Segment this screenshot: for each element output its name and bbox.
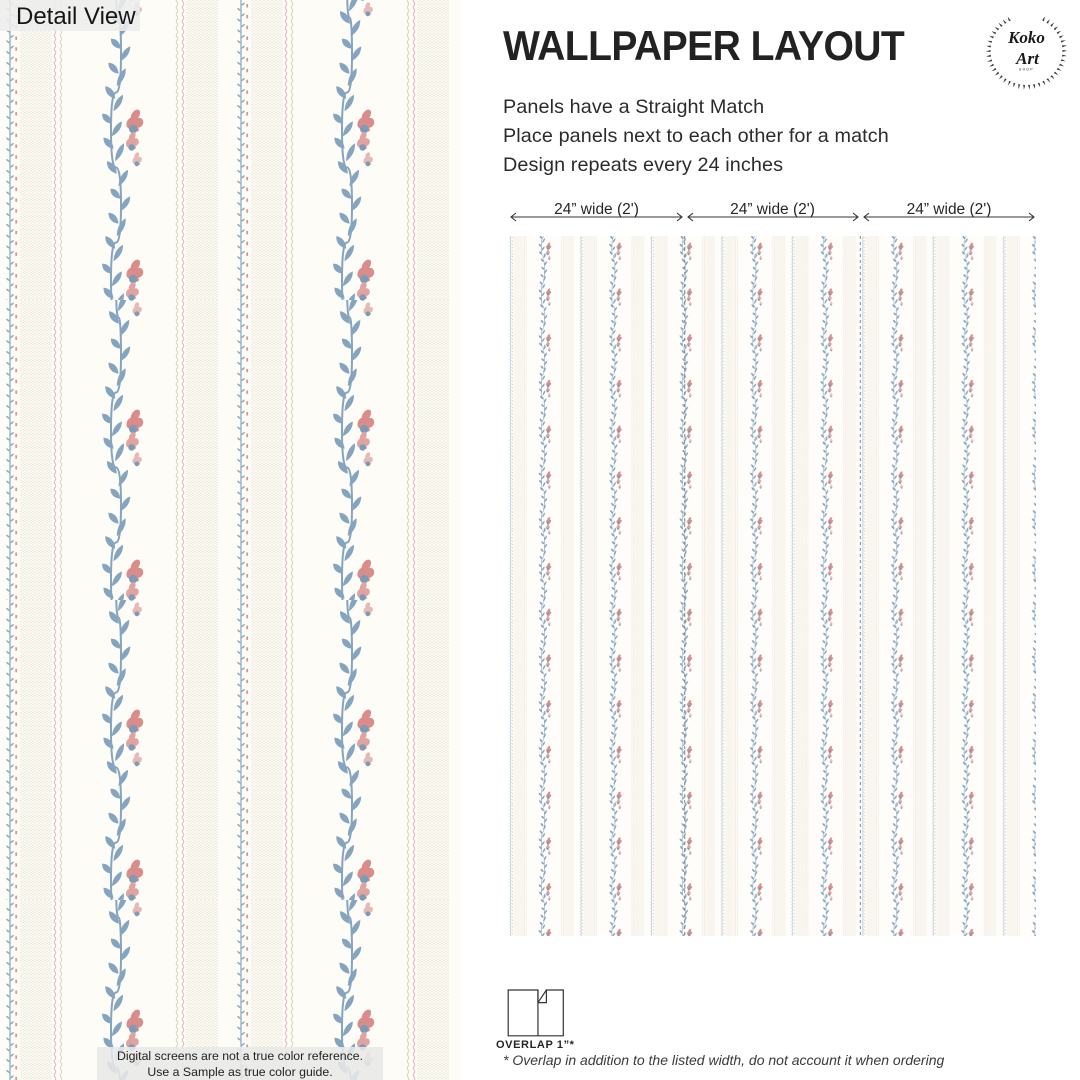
svg-text:24” wide (2'): 24” wide (2') xyxy=(730,201,815,218)
svg-text:* Overlap in addition to the l: * Overlap in addition to the listed widt… xyxy=(503,1052,944,1068)
svg-text:OVERLAP 1”*: OVERLAP 1”* xyxy=(496,1039,575,1051)
svg-text:Koko: Koko xyxy=(1007,28,1045,47)
svg-text:SHOP: SHOP xyxy=(1019,68,1034,72)
svg-text:24” wide (2'): 24” wide (2') xyxy=(907,201,992,218)
svg-text:24” wide (2'): 24” wide (2') xyxy=(554,201,639,218)
svg-text:Art: Art xyxy=(1015,49,1040,68)
